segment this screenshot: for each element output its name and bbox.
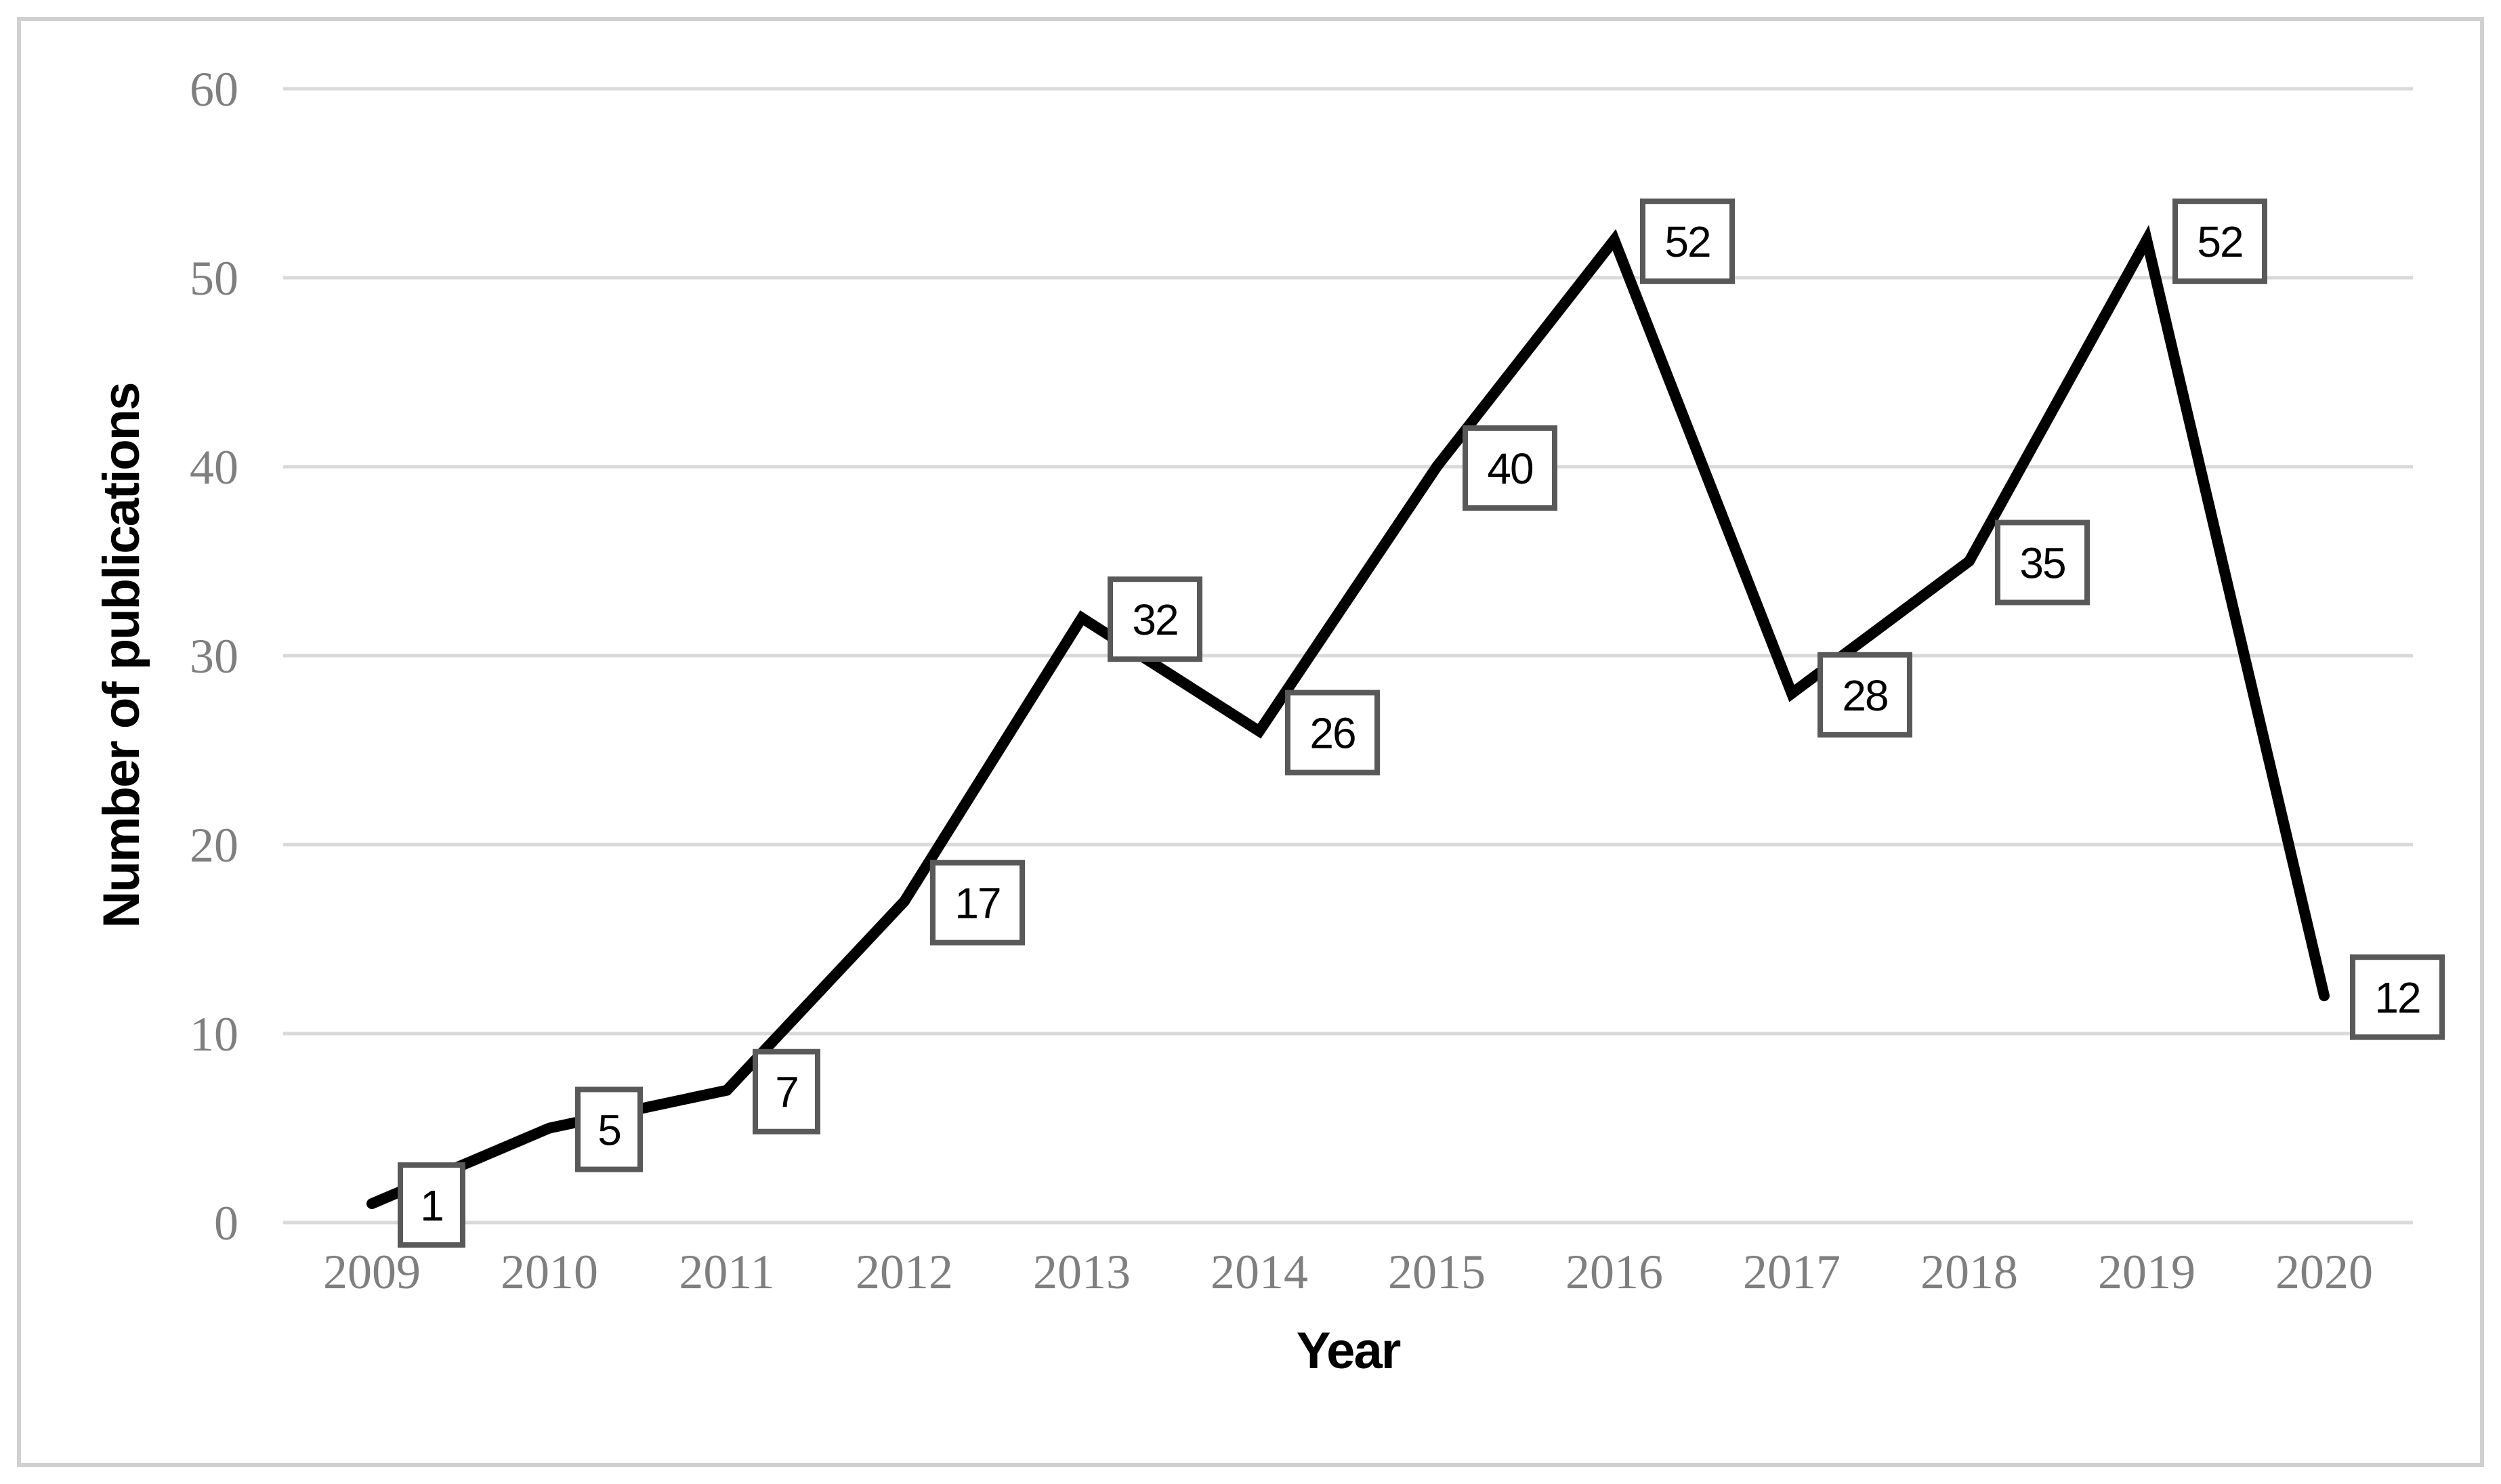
data-label: 17 (930, 860, 1025, 946)
x-tick-label: 2009 (323, 1245, 421, 1299)
x-tick-label: 2013 (1033, 1245, 1131, 1299)
data-label-value: 35 (2019, 539, 2065, 588)
data-label: 28 (1817, 652, 1912, 738)
figure-border (17, 17, 2484, 1467)
data-label-box (753, 1048, 820, 1135)
data-label-value: 28 (1842, 671, 1887, 720)
data-label-value: 52 (2197, 217, 2242, 266)
data-label: 52 (2172, 198, 2267, 284)
series-group (366, 225, 2330, 1210)
y-axis-tick-labels: 0 10 20 30 40 50 60 (190, 62, 238, 1250)
data-label-box (1640, 198, 1735, 284)
data-label-box (1285, 690, 1380, 776)
data-label-box (1817, 652, 1912, 738)
gridlines-group (283, 87, 2413, 1225)
y-tick-label: 10 (190, 1007, 238, 1061)
x-tick-label: 2016 (1565, 1245, 1663, 1299)
data-label-value: 26 (1309, 709, 1355, 758)
data-label: 35 (1995, 520, 2090, 606)
x-tick-label: 2015 (1388, 1245, 1486, 1299)
data-label-value: 1 (420, 1181, 443, 1230)
data-label-box (1108, 576, 1202, 662)
y-tick-label: 60 (190, 62, 238, 116)
data-label-box (2172, 198, 2267, 284)
data-label-value: 5 (597, 1106, 621, 1155)
data-label-box (1995, 520, 2090, 606)
data-labels-group: 1 5 7 17 32 26 40 52 28 35 52 12 (398, 198, 2445, 1248)
x-tick-label: 2012 (856, 1245, 953, 1299)
data-label: 52 (1640, 198, 1735, 284)
y-tick-label: 50 (190, 251, 238, 305)
data-label-value: 32 (1132, 595, 1177, 644)
data-label-value: 52 (1664, 217, 1710, 266)
data-label: 26 (1285, 690, 1380, 776)
x-tick-label: 2019 (2098, 1245, 2195, 1299)
data-label-box (575, 1086, 643, 1172)
y-axis-title: Number of publications (93, 383, 150, 929)
data-label-box (398, 1162, 465, 1248)
x-tick-label: 2014 (1211, 1245, 1308, 1299)
data-label: 7 (753, 1048, 820, 1135)
data-label-value: 17 (954, 879, 1000, 928)
y-tick-label: 20 (190, 818, 238, 872)
x-tick-label: 2010 (501, 1245, 598, 1299)
data-label-value: 12 (2374, 973, 2420, 1022)
data-label: 1 (398, 1162, 465, 1248)
x-tick-label: 2020 (2275, 1245, 2373, 1299)
x-tick-label: 2018 (1920, 1245, 2018, 1299)
data-label-value: 40 (1487, 444, 1533, 493)
data-label-box (1463, 425, 1557, 511)
x-axis-title: Year (1297, 1322, 1401, 1380)
data-label: 32 (1108, 576, 1202, 662)
y-tick-label: 0 (214, 1196, 238, 1250)
data-label: 40 (1463, 425, 1557, 511)
data-label: 12 (2350, 954, 2445, 1040)
y-tick-label: 40 (190, 440, 238, 494)
data-label-box (930, 860, 1025, 946)
x-tick-label: 2017 (1743, 1245, 1841, 1299)
x-tick-label: 2011 (679, 1245, 774, 1299)
x-axis-tick-labels: 2009 2010 2011 2012 2013 2014 2015 2016 2017 2018… (323, 1245, 2373, 1299)
series-line-publications (366, 225, 2330, 1210)
data-label-box (2350, 954, 2445, 1040)
data-label: 5 (575, 1086, 643, 1172)
data-label-value: 7 (775, 1068, 798, 1117)
y-tick-label: 30 (190, 629, 238, 683)
